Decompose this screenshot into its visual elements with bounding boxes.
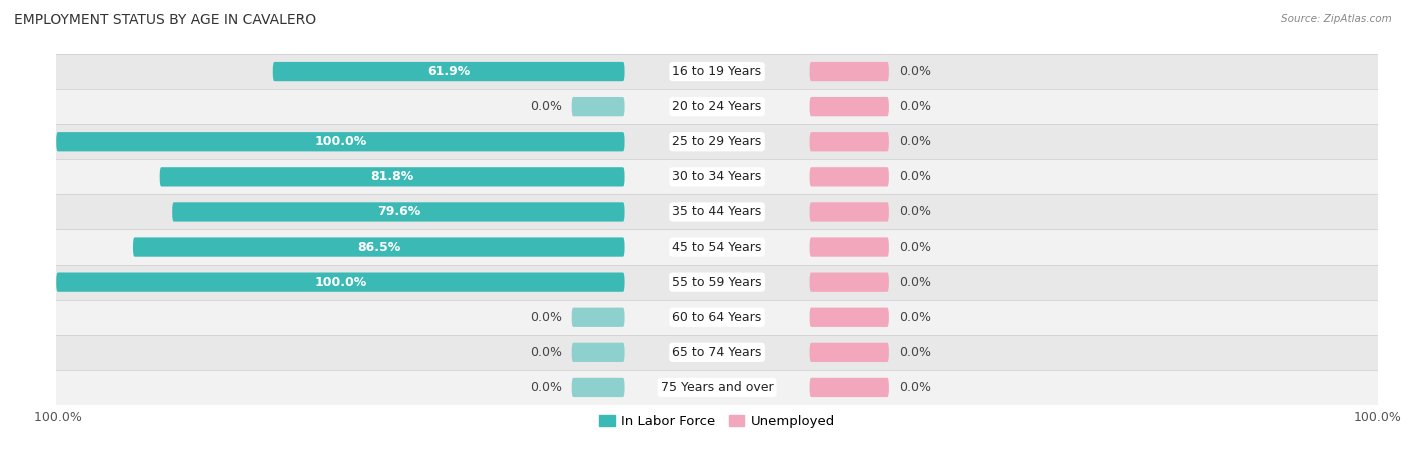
FancyBboxPatch shape: [810, 62, 889, 81]
FancyBboxPatch shape: [172, 202, 624, 221]
Text: 55 to 59 Years: 55 to 59 Years: [672, 276, 762, 288]
Text: 100.0%: 100.0%: [315, 276, 367, 288]
Text: 86.5%: 86.5%: [357, 241, 401, 253]
Text: 61.9%: 61.9%: [427, 65, 470, 78]
Text: 30 to 34 Years: 30 to 34 Years: [672, 171, 762, 183]
Text: 79.6%: 79.6%: [377, 206, 420, 218]
Text: 0.0%: 0.0%: [898, 311, 931, 324]
Text: 0.0%: 0.0%: [530, 311, 562, 324]
FancyBboxPatch shape: [572, 343, 624, 362]
Bar: [56, 124, 1378, 159]
Text: 100.0%: 100.0%: [315, 135, 367, 148]
Text: 0.0%: 0.0%: [898, 100, 931, 113]
FancyBboxPatch shape: [810, 167, 889, 186]
FancyBboxPatch shape: [273, 62, 624, 81]
Text: 45 to 54 Years: 45 to 54 Years: [672, 241, 762, 253]
Text: 0.0%: 0.0%: [898, 206, 931, 218]
FancyBboxPatch shape: [572, 378, 624, 397]
FancyBboxPatch shape: [810, 238, 889, 256]
Text: 0.0%: 0.0%: [898, 171, 931, 183]
Bar: [56, 230, 1378, 265]
Text: 65 to 74 Years: 65 to 74 Years: [672, 346, 762, 359]
Text: 0.0%: 0.0%: [898, 135, 931, 148]
FancyBboxPatch shape: [572, 97, 624, 116]
FancyBboxPatch shape: [810, 308, 889, 327]
Legend: In Labor Force, Unemployed: In Labor Force, Unemployed: [593, 410, 841, 433]
Text: 0.0%: 0.0%: [530, 346, 562, 359]
Bar: [56, 54, 1378, 89]
FancyBboxPatch shape: [810, 343, 889, 362]
Text: 20 to 24 Years: 20 to 24 Years: [672, 100, 762, 113]
Text: 0.0%: 0.0%: [530, 100, 562, 113]
FancyBboxPatch shape: [160, 167, 624, 186]
Bar: [56, 335, 1378, 370]
Text: 81.8%: 81.8%: [371, 171, 413, 183]
FancyBboxPatch shape: [810, 202, 889, 221]
Bar: [56, 194, 1378, 230]
FancyBboxPatch shape: [134, 238, 624, 256]
Text: 0.0%: 0.0%: [898, 241, 931, 253]
Text: 0.0%: 0.0%: [898, 381, 931, 394]
FancyBboxPatch shape: [56, 273, 624, 292]
Bar: [56, 265, 1378, 300]
Text: 0.0%: 0.0%: [898, 65, 931, 78]
Text: 60 to 64 Years: 60 to 64 Years: [672, 311, 762, 324]
FancyBboxPatch shape: [56, 132, 624, 151]
FancyBboxPatch shape: [572, 308, 624, 327]
Bar: [56, 159, 1378, 194]
Bar: [56, 300, 1378, 335]
Text: 16 to 19 Years: 16 to 19 Years: [672, 65, 762, 78]
Text: 25 to 29 Years: 25 to 29 Years: [672, 135, 762, 148]
FancyBboxPatch shape: [810, 273, 889, 292]
Text: 0.0%: 0.0%: [898, 346, 931, 359]
FancyBboxPatch shape: [810, 378, 889, 397]
Bar: [56, 89, 1378, 124]
Text: 35 to 44 Years: 35 to 44 Years: [672, 206, 762, 218]
Bar: [56, 370, 1378, 405]
Text: Source: ZipAtlas.com: Source: ZipAtlas.com: [1281, 14, 1392, 23]
FancyBboxPatch shape: [810, 97, 889, 116]
FancyBboxPatch shape: [810, 132, 889, 151]
Text: 0.0%: 0.0%: [530, 381, 562, 394]
Text: 75 Years and over: 75 Years and over: [661, 381, 773, 394]
Text: 0.0%: 0.0%: [898, 276, 931, 288]
Text: EMPLOYMENT STATUS BY AGE IN CAVALERO: EMPLOYMENT STATUS BY AGE IN CAVALERO: [14, 14, 316, 27]
